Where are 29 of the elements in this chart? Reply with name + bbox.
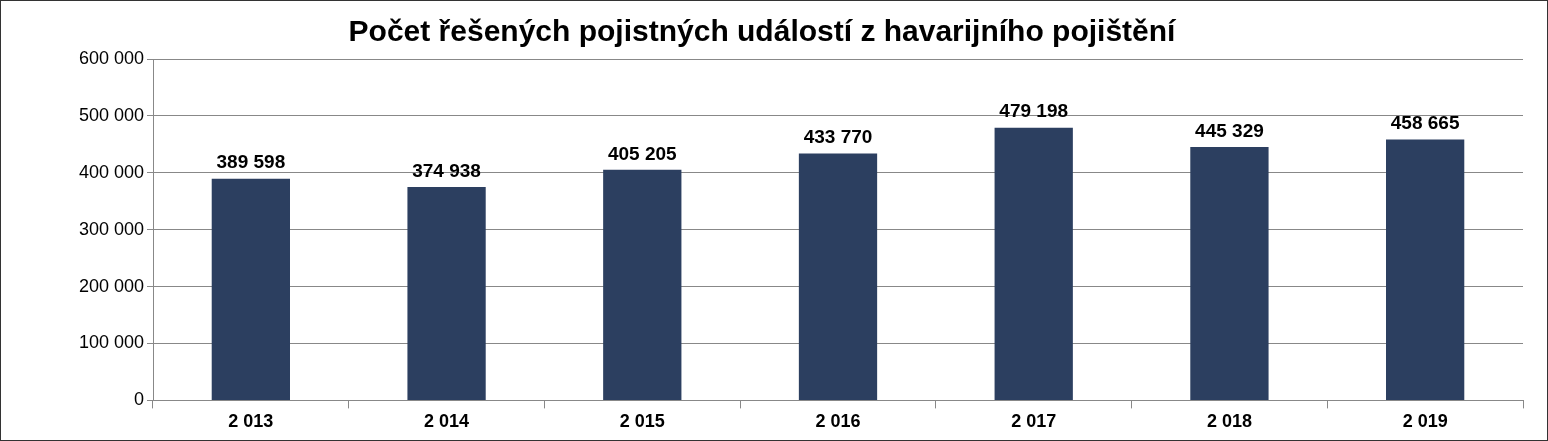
data-label: 405 205 [607, 142, 678, 164]
data-label: 458 665 [1390, 112, 1460, 134]
x-tick-label: 2 014 [424, 411, 470, 432]
y-tick-label: 500 000 [78, 104, 144, 125]
data-label: 433 770 [803, 126, 873, 148]
chart-title: Počet řešených pojistných událostí z havarijního pojištění [348, 14, 1178, 48]
y-tick-label: 200 000 [78, 275, 144, 296]
bar [798, 153, 878, 400]
y-tick-label: 600 000 [78, 47, 144, 68]
y-tick-label: 400 000 [78, 161, 144, 182]
x-tick-label: 2 019 [1402, 411, 1448, 432]
y-tick-label: 300 000 [78, 218, 144, 239]
bar [603, 169, 682, 400]
x-tick-label: 2 017 [1011, 411, 1057, 432]
data-label: 389 598 [216, 151, 286, 173]
bar [1386, 139, 1465, 400]
bar [211, 178, 290, 400]
data-label: 374 938 [412, 159, 481, 181]
bar [994, 127, 1073, 400]
y-tick-label: 100 000 [78, 332, 144, 353]
y-tick-label: 0 [133, 389, 144, 410]
x-tick-label: 2 013 [228, 411, 274, 432]
bar [407, 187, 486, 400]
data-label: 445 329 [1195, 119, 1264, 141]
x-tick-label: 2 016 [815, 411, 861, 432]
bar [1190, 147, 1269, 400]
x-tick-label: 2 015 [619, 411, 665, 432]
x-tick-label: 2 018 [1206, 411, 1252, 432]
data-label: 479 198 [999, 100, 1069, 122]
